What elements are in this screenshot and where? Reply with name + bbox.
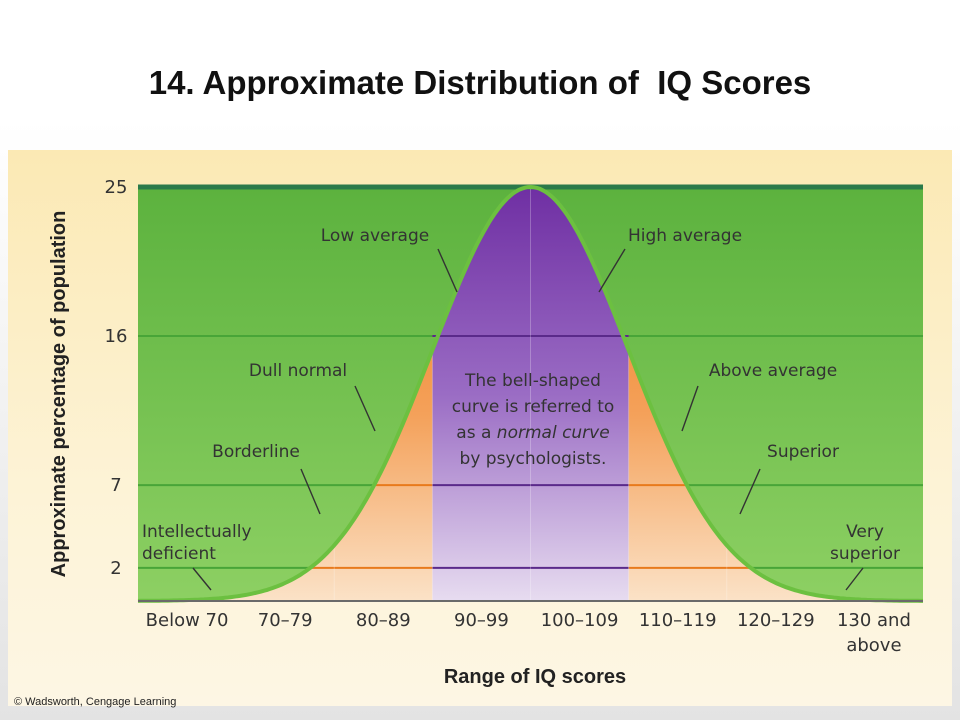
iq-distribution-chart: 2 7 16 25 Below 70 70–79 80–89 90–99 100–109 110–…: [48, 177, 923, 688]
annotation-leader: [437, 248, 458, 293]
y-tick-label: 16: [105, 326, 128, 347]
slide-title: 14. Approximate Distribution of IQ Score…: [148, 64, 812, 101]
annotation-high-average: High average: [628, 226, 742, 246]
annotation-leader: [845, 567, 864, 591]
annotation-above-average: Above average: [709, 361, 837, 381]
annotation-leader: [739, 468, 761, 515]
x-tick-label: 80–89: [356, 610, 411, 631]
y-tick-label: 2: [110, 558, 121, 579]
x-axis-title: Range of IQ scores: [444, 666, 626, 688]
annotation-leader: [192, 567, 212, 591]
y-tick-label: 7: [110, 475, 121, 496]
annotation-leader: [598, 248, 626, 293]
y-tick-label: 25: [105, 177, 128, 198]
x-tick-label: 100–109: [541, 610, 619, 631]
annotation-intellectually-deficient: Intellectually deficient: [142, 522, 252, 564]
x-tick-label: 110–119: [639, 610, 717, 631]
x-tick-label: 90–99: [454, 610, 509, 631]
annotation-low-average: Low average: [321, 226, 429, 246]
annotation-note: The bell-shaped curve is referred to as a …: [452, 371, 615, 469]
annotation-superior: Superior: [767, 442, 839, 462]
annotation-borderline: Borderline: [212, 442, 300, 462]
y-axis-title: Approximate percentage of population: [48, 211, 70, 578]
chart-panel: 2 7 16 25 Below 70 70–79 80–89 90–99 100–109 110–…: [8, 150, 952, 706]
x-tick-label: 120–129: [737, 610, 815, 631]
annotation-very-superior: Very superior: [830, 522, 900, 564]
x-tick-label: Below 70: [146, 610, 229, 631]
copyright-notice: © Wadsworth, Cengage Learning: [14, 696, 177, 708]
x-tick-label: 70–79: [258, 610, 313, 631]
annotation-leader: [300, 468, 321, 515]
annotation-dull-normal: Dull normal: [249, 361, 347, 381]
x-tick-label: 130 and above: [837, 610, 911, 656]
annotation-leader: [681, 385, 699, 432]
annotation-leader: [354, 385, 376, 432]
bell-curve-line: [137, 184, 923, 603]
